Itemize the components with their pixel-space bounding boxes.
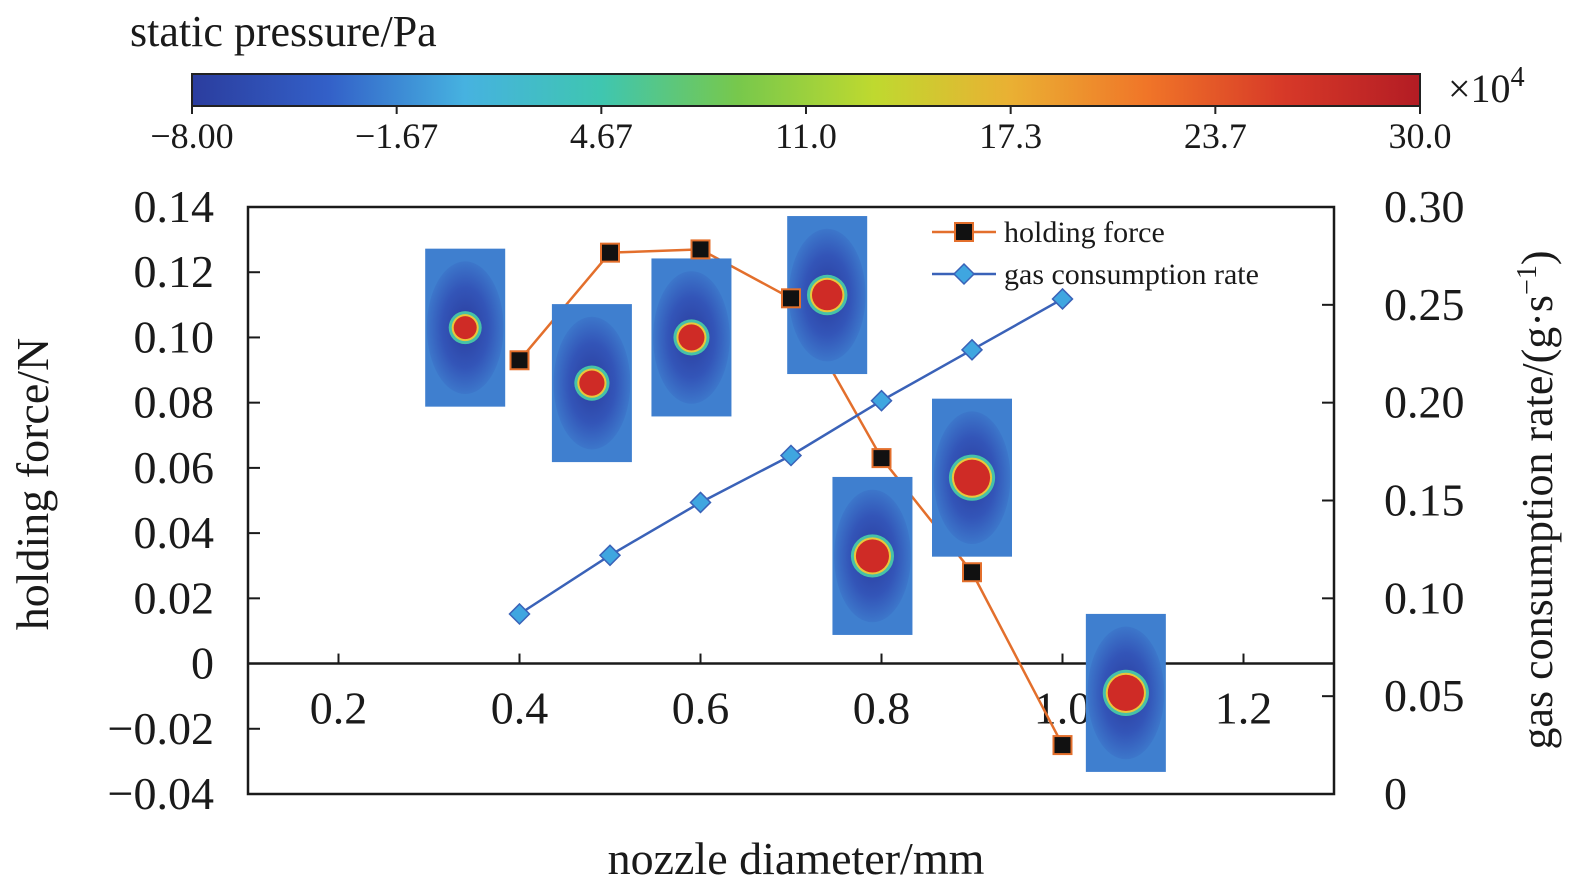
colorbar-multiplier-exp: 4 bbox=[1511, 62, 1525, 93]
colorbar-ticks: −8.00 −1.67 4.67 11.0 17.3 23.7 30.0 bbox=[150, 106, 1452, 156]
y-tick-label: 0.14 bbox=[134, 181, 215, 232]
y2-axis-label-sup: −1 bbox=[1512, 265, 1543, 295]
pressure-contour-inset bbox=[932, 398, 1012, 557]
gas-consumption-point bbox=[1051, 287, 1074, 311]
y2-tick-label: 0 bbox=[1384, 768, 1407, 819]
y2-tick-label: 0.20 bbox=[1384, 377, 1465, 428]
gas-consumption-point bbox=[779, 444, 803, 467]
colorbar-multiplier: ×104 bbox=[1448, 62, 1525, 111]
holding-force-point bbox=[600, 242, 620, 263]
pressure-contour-insets bbox=[425, 216, 1166, 772]
y-tick-label: 0.04 bbox=[134, 507, 215, 558]
inset-high-pressure-spot bbox=[953, 459, 991, 496]
legend: holding force gas consumption rate bbox=[932, 216, 1259, 291]
gas-consumption-point bbox=[598, 544, 622, 567]
x-tick-label: 0.6 bbox=[672, 683, 730, 734]
legend-label-holding-force: holding force bbox=[1004, 216, 1165, 249]
holding-force-point bbox=[962, 562, 982, 583]
x-axis-label: nozzle diameter/mm bbox=[608, 833, 985, 884]
y2-axis-label-main: gas consumption rate/(g·s bbox=[1513, 295, 1562, 750]
colorbar-tick-label: 4.67 bbox=[570, 116, 633, 156]
colorbar-tick-label: 17.3 bbox=[979, 116, 1042, 156]
pressure-contour-inset bbox=[551, 304, 632, 463]
inset-high-pressure-spot bbox=[678, 324, 705, 351]
holding-force-point bbox=[871, 448, 892, 469]
gas-consumption-point bbox=[689, 491, 712, 514]
holding-force-point bbox=[509, 350, 530, 371]
x-tick-label: 1.2 bbox=[1215, 683, 1273, 734]
colorbar-tick-label: −8.00 bbox=[150, 116, 233, 156]
legend-marker-holding-force bbox=[954, 222, 974, 242]
legend-marker-gas-consumption bbox=[952, 262, 976, 286]
y-tick-label: −0.02 bbox=[108, 703, 214, 754]
inset-high-pressure-spot bbox=[453, 316, 477, 340]
colorbar-tick-label: 30.0 bbox=[1389, 116, 1452, 156]
gas-consumption-point bbox=[508, 602, 531, 626]
holding-force-point bbox=[1052, 735, 1073, 756]
pressure-contour-inset bbox=[425, 248, 506, 407]
x-tick-label: 0.4 bbox=[491, 683, 549, 734]
legend-label-gas-consumption: gas consumption rate bbox=[1004, 258, 1259, 291]
pressure-contour-inset bbox=[1085, 613, 1166, 772]
colorbar-multiplier-base: ×10 bbox=[1448, 66, 1511, 111]
y-tick-label: 0.10 bbox=[134, 311, 215, 362]
y2-axis-label-end: ) bbox=[1513, 250, 1562, 265]
x-tick-label: 0.2 bbox=[310, 683, 368, 734]
inset-high-pressure-spot bbox=[811, 279, 843, 311]
colorbar-tick-label: −1.67 bbox=[355, 116, 438, 156]
x-tick-label: 0.8 bbox=[853, 683, 911, 734]
colorbar-title: static pressure/Pa bbox=[130, 7, 437, 56]
inset-high-pressure-spot bbox=[855, 539, 890, 573]
colorbar-tick-label: 11.0 bbox=[775, 116, 837, 156]
y-tick-label: −0.04 bbox=[108, 768, 214, 819]
y2-axis-ticks: 0 0.05 0.10 0.15 0.20 0.25 0.30 bbox=[1322, 181, 1465, 819]
y2-tick-label: 0.30 bbox=[1384, 181, 1465, 232]
y-tick-label: 0.06 bbox=[134, 442, 215, 493]
gas-consumption-point bbox=[960, 338, 984, 361]
y2-tick-label: 0.10 bbox=[1384, 572, 1465, 623]
colorbar: static pressure/Pa −8.00 −1.67 4.67 11.0 17.… bbox=[130, 7, 1525, 156]
holding-force-point bbox=[781, 288, 801, 309]
y-tick-label: 0.08 bbox=[134, 377, 215, 428]
colorbar-gradient bbox=[191, 73, 1421, 107]
colorbar-tick-label: 23.7 bbox=[1184, 116, 1247, 156]
gas-consumption-point bbox=[870, 389, 893, 412]
y-axis-label: holding force/N bbox=[7, 338, 58, 631]
y-tick-label: 0.02 bbox=[134, 572, 215, 623]
y-tick-label: 0 bbox=[191, 638, 214, 689]
pressure-contour-inset bbox=[832, 476, 913, 635]
series-markers bbox=[508, 239, 1074, 756]
holding-force-point bbox=[690, 239, 711, 260]
y-tick-label: 0.12 bbox=[134, 246, 215, 297]
y2-tick-label: 0.25 bbox=[1384, 279, 1465, 330]
y2-tick-label: 0.05 bbox=[1384, 670, 1465, 721]
x-axis-ticks: 0.2 0.4 0.6 0.8 1.0 1.2 bbox=[310, 653, 1273, 734]
y-axis-ticks: −0.04 −0.02 0 0.02 0.04 0.06 0.08 0.10 0.12 0.14 bbox=[108, 181, 260, 819]
inset-high-pressure-spot bbox=[1107, 674, 1144, 712]
inset-high-pressure-spot bbox=[579, 370, 605, 396]
y2-tick-label: 0.15 bbox=[1384, 475, 1465, 526]
y2-axis-label: gas consumption rate/(g·s−1) bbox=[1512, 250, 1562, 749]
pressure-contour-inset bbox=[651, 258, 732, 417]
